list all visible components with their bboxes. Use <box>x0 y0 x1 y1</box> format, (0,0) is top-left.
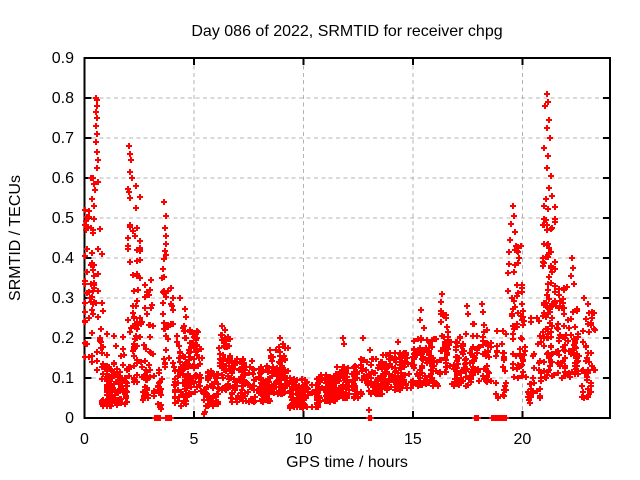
y-tick-label: 0.1 <box>52 370 74 387</box>
x-tick-label: 10 <box>295 431 313 448</box>
y-tick-label: 0.3 <box>52 290 74 307</box>
scatter-points <box>82 91 598 421</box>
x-tick-label: 20 <box>514 431 532 448</box>
tick-labels: 0 5 10 15 20 0 0.1 0.2 0.3 0.4 0.5 0.6 0.7 0.8 0.9 <box>52 50 532 448</box>
y-tick-label: 0.5 <box>52 210 74 227</box>
y-tick-label: 0 <box>65 410 74 427</box>
x-tick-label: 0 <box>80 431 89 448</box>
x-axis-label: GPS time / hours <box>286 454 408 471</box>
y-tick-label: 0.7 <box>52 130 74 147</box>
y-tick-label: 0.9 <box>52 50 74 67</box>
x-tick-label: 5 <box>190 431 199 448</box>
x-tick-label: 15 <box>404 431 422 448</box>
data-points <box>82 91 598 421</box>
y-tick-label: 0.8 <box>52 90 74 107</box>
y-tick-label: 0.2 <box>52 330 74 347</box>
y-axis-label: SRMTID / TECUs <box>7 175 24 301</box>
plot-border <box>83 57 611 419</box>
chart-title: Day 086 of 2022, SRMTID for receiver chp… <box>191 23 502 40</box>
axis-ticks <box>83 57 610 419</box>
y-tick-label: 0.4 <box>52 250 74 267</box>
y-tick-label: 0.6 <box>52 170 74 187</box>
